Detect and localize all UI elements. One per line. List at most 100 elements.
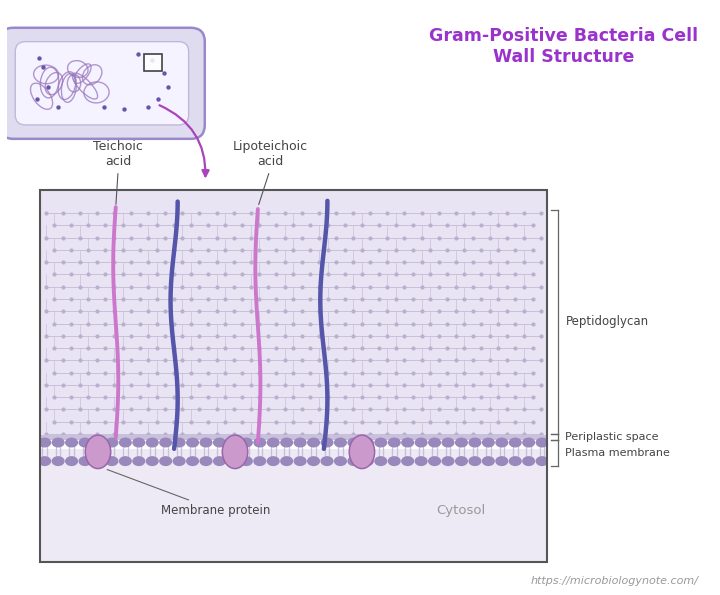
Point <box>143 102 154 112</box>
Point <box>296 429 307 439</box>
Point <box>163 83 174 92</box>
Point <box>74 258 86 267</box>
Point <box>356 245 367 255</box>
Circle shape <box>133 439 145 447</box>
Circle shape <box>200 457 212 465</box>
Point <box>527 417 539 427</box>
Point <box>245 282 256 292</box>
Circle shape <box>482 457 494 465</box>
Point <box>202 319 214 328</box>
Point <box>228 258 239 267</box>
Point <box>527 221 539 230</box>
Point <box>459 245 470 255</box>
Point <box>390 270 402 279</box>
Point <box>288 417 300 427</box>
Point <box>313 405 325 414</box>
Point <box>48 270 60 279</box>
Point <box>160 380 171 390</box>
Circle shape <box>53 439 64 447</box>
Circle shape <box>348 457 360 465</box>
Point <box>57 282 68 292</box>
Point <box>143 331 154 340</box>
Point <box>74 405 86 414</box>
Point <box>373 319 384 328</box>
Point <box>176 356 188 365</box>
Point <box>484 331 495 340</box>
Point <box>194 405 205 414</box>
Point <box>313 306 325 316</box>
Point <box>194 429 205 439</box>
Point <box>305 319 316 328</box>
Point <box>518 405 530 414</box>
Point <box>236 368 248 377</box>
Point <box>518 282 530 292</box>
Point <box>527 270 539 279</box>
Point <box>279 405 291 414</box>
Point <box>228 380 239 390</box>
Point <box>433 208 444 218</box>
Point <box>296 405 307 414</box>
Point <box>356 270 367 279</box>
Point <box>194 331 205 340</box>
Point <box>151 319 163 328</box>
Point <box>185 368 197 377</box>
Text: Cytosol: Cytosol <box>436 504 485 516</box>
Point <box>279 380 291 390</box>
Point <box>390 245 402 255</box>
Point <box>245 331 256 340</box>
Point <box>176 258 188 267</box>
Point <box>424 368 436 377</box>
Point <box>100 393 112 402</box>
Point <box>373 221 384 230</box>
Point <box>390 221 402 230</box>
Point <box>125 282 137 292</box>
Point <box>501 405 513 414</box>
Point <box>279 306 291 316</box>
Point <box>37 62 49 72</box>
Point <box>236 417 248 427</box>
Point <box>245 233 256 242</box>
Point <box>348 331 359 340</box>
Point <box>399 282 410 292</box>
Point <box>211 405 222 414</box>
Circle shape <box>321 439 333 447</box>
Point <box>125 306 137 316</box>
Point <box>151 294 163 303</box>
Point <box>100 368 112 377</box>
Point <box>40 233 51 242</box>
Point <box>194 380 205 390</box>
Point <box>527 319 539 328</box>
Point <box>330 429 342 439</box>
Point <box>125 429 137 439</box>
Point <box>536 356 547 365</box>
Point <box>313 429 325 439</box>
Point <box>399 380 410 390</box>
Point <box>459 294 470 303</box>
Point <box>202 245 214 255</box>
Ellipse shape <box>349 435 374 469</box>
Point <box>459 270 470 279</box>
Point <box>108 429 120 439</box>
Point <box>48 343 60 353</box>
Point <box>390 294 402 303</box>
Point <box>484 405 495 414</box>
Point <box>202 343 214 353</box>
Circle shape <box>66 439 78 447</box>
Point <box>305 417 316 427</box>
Point <box>220 343 231 353</box>
Point <box>160 258 171 267</box>
Point <box>288 294 300 303</box>
Point <box>510 270 521 279</box>
Point <box>536 258 547 267</box>
Point <box>433 233 444 242</box>
Circle shape <box>53 457 64 465</box>
Point <box>356 221 367 230</box>
Point <box>245 429 256 439</box>
Point <box>501 208 513 218</box>
Point <box>348 306 359 316</box>
Point <box>91 233 103 242</box>
Point <box>313 282 325 292</box>
Point <box>228 233 239 242</box>
Point <box>399 356 410 365</box>
Point <box>74 380 86 390</box>
